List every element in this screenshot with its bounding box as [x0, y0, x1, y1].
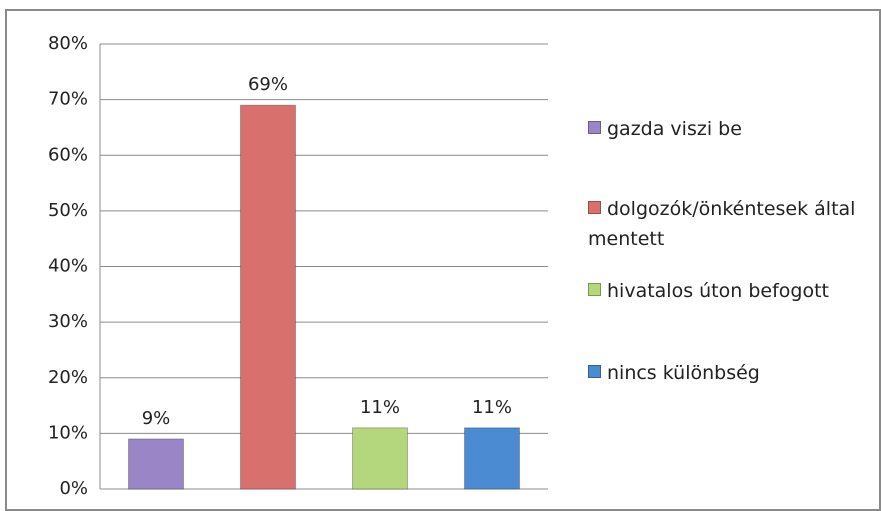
- legend-entry: dolgozók/önkéntesek által mentett: [588, 194, 858, 254]
- data-label: 11%: [360, 397, 400, 418]
- legend-label: gazda viszi be: [607, 118, 742, 140]
- bar: [464, 427, 520, 490]
- bar: [128, 438, 184, 490]
- legend-label: hivatalos úton befogott: [607, 280, 829, 302]
- legend-entry: nincs különbség: [588, 358, 858, 388]
- legend-swatch: [588, 365, 601, 378]
- y-tick-label: 20%: [48, 367, 88, 388]
- bar: [352, 427, 408, 490]
- data-label: 11%: [472, 397, 512, 418]
- y-tick-label: 70%: [48, 89, 88, 110]
- y-tick-label: 50%: [48, 200, 88, 221]
- legend-entry: gazda viszi be: [588, 114, 858, 144]
- data-label: 69%: [248, 74, 288, 95]
- y-tick-label: 60%: [48, 144, 88, 165]
- legend-entry: hivatalos úton befogott: [588, 276, 858, 306]
- y-tick-label: 0%: [59, 478, 88, 499]
- legend-label: nincs különbség: [607, 362, 760, 384]
- legend-swatch: [588, 201, 601, 214]
- y-tick-label: 80%: [48, 33, 88, 54]
- bar: [240, 104, 296, 490]
- legend-swatch: [588, 121, 601, 134]
- y-tick-label: 30%: [48, 311, 88, 332]
- y-tick-label: 10%: [48, 422, 88, 443]
- chart-frame: [5, 9, 881, 511]
- legend-swatch: [588, 283, 601, 296]
- data-label: 9%: [142, 408, 171, 429]
- legend-label: dolgozók/önkéntesek által mentett: [588, 198, 856, 250]
- y-tick-label: 40%: [48, 256, 88, 277]
